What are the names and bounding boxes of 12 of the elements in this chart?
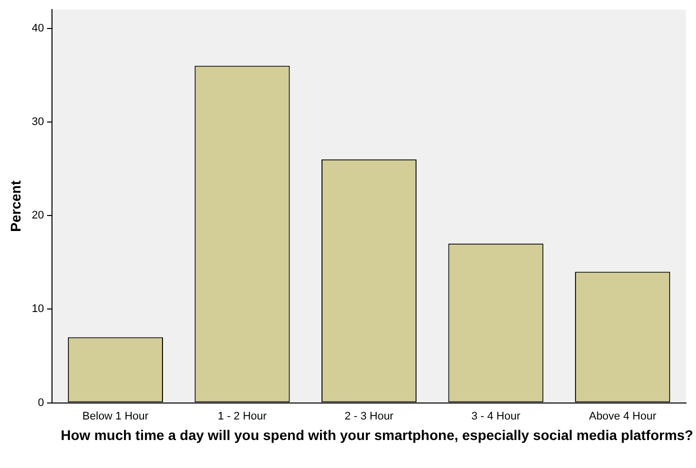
x-tick-label: Below 1 Hour	[82, 410, 149, 422]
y-tick-label: 10	[32, 303, 44, 316]
x-tick-label: 3 - 4 Hour	[471, 410, 521, 422]
x-tick-label: Above 4 Hour	[588, 410, 657, 422]
y-tick-label: 30	[32, 116, 44, 128]
x-tick-label: 2 - 3 Hour	[344, 410, 394, 422]
y-tick-label: 20	[32, 210, 44, 222]
x-axis-title: How much time a day will you spend with your smartphone, especially social media platforms?	[60, 427, 694, 443]
y-tick-label: 0	[38, 396, 44, 409]
y-tick-label: 40	[32, 22, 44, 34]
x-tick-label: 1 - 2 Hour	[218, 410, 268, 422]
y-axis-title: Percent	[7, 180, 24, 232]
